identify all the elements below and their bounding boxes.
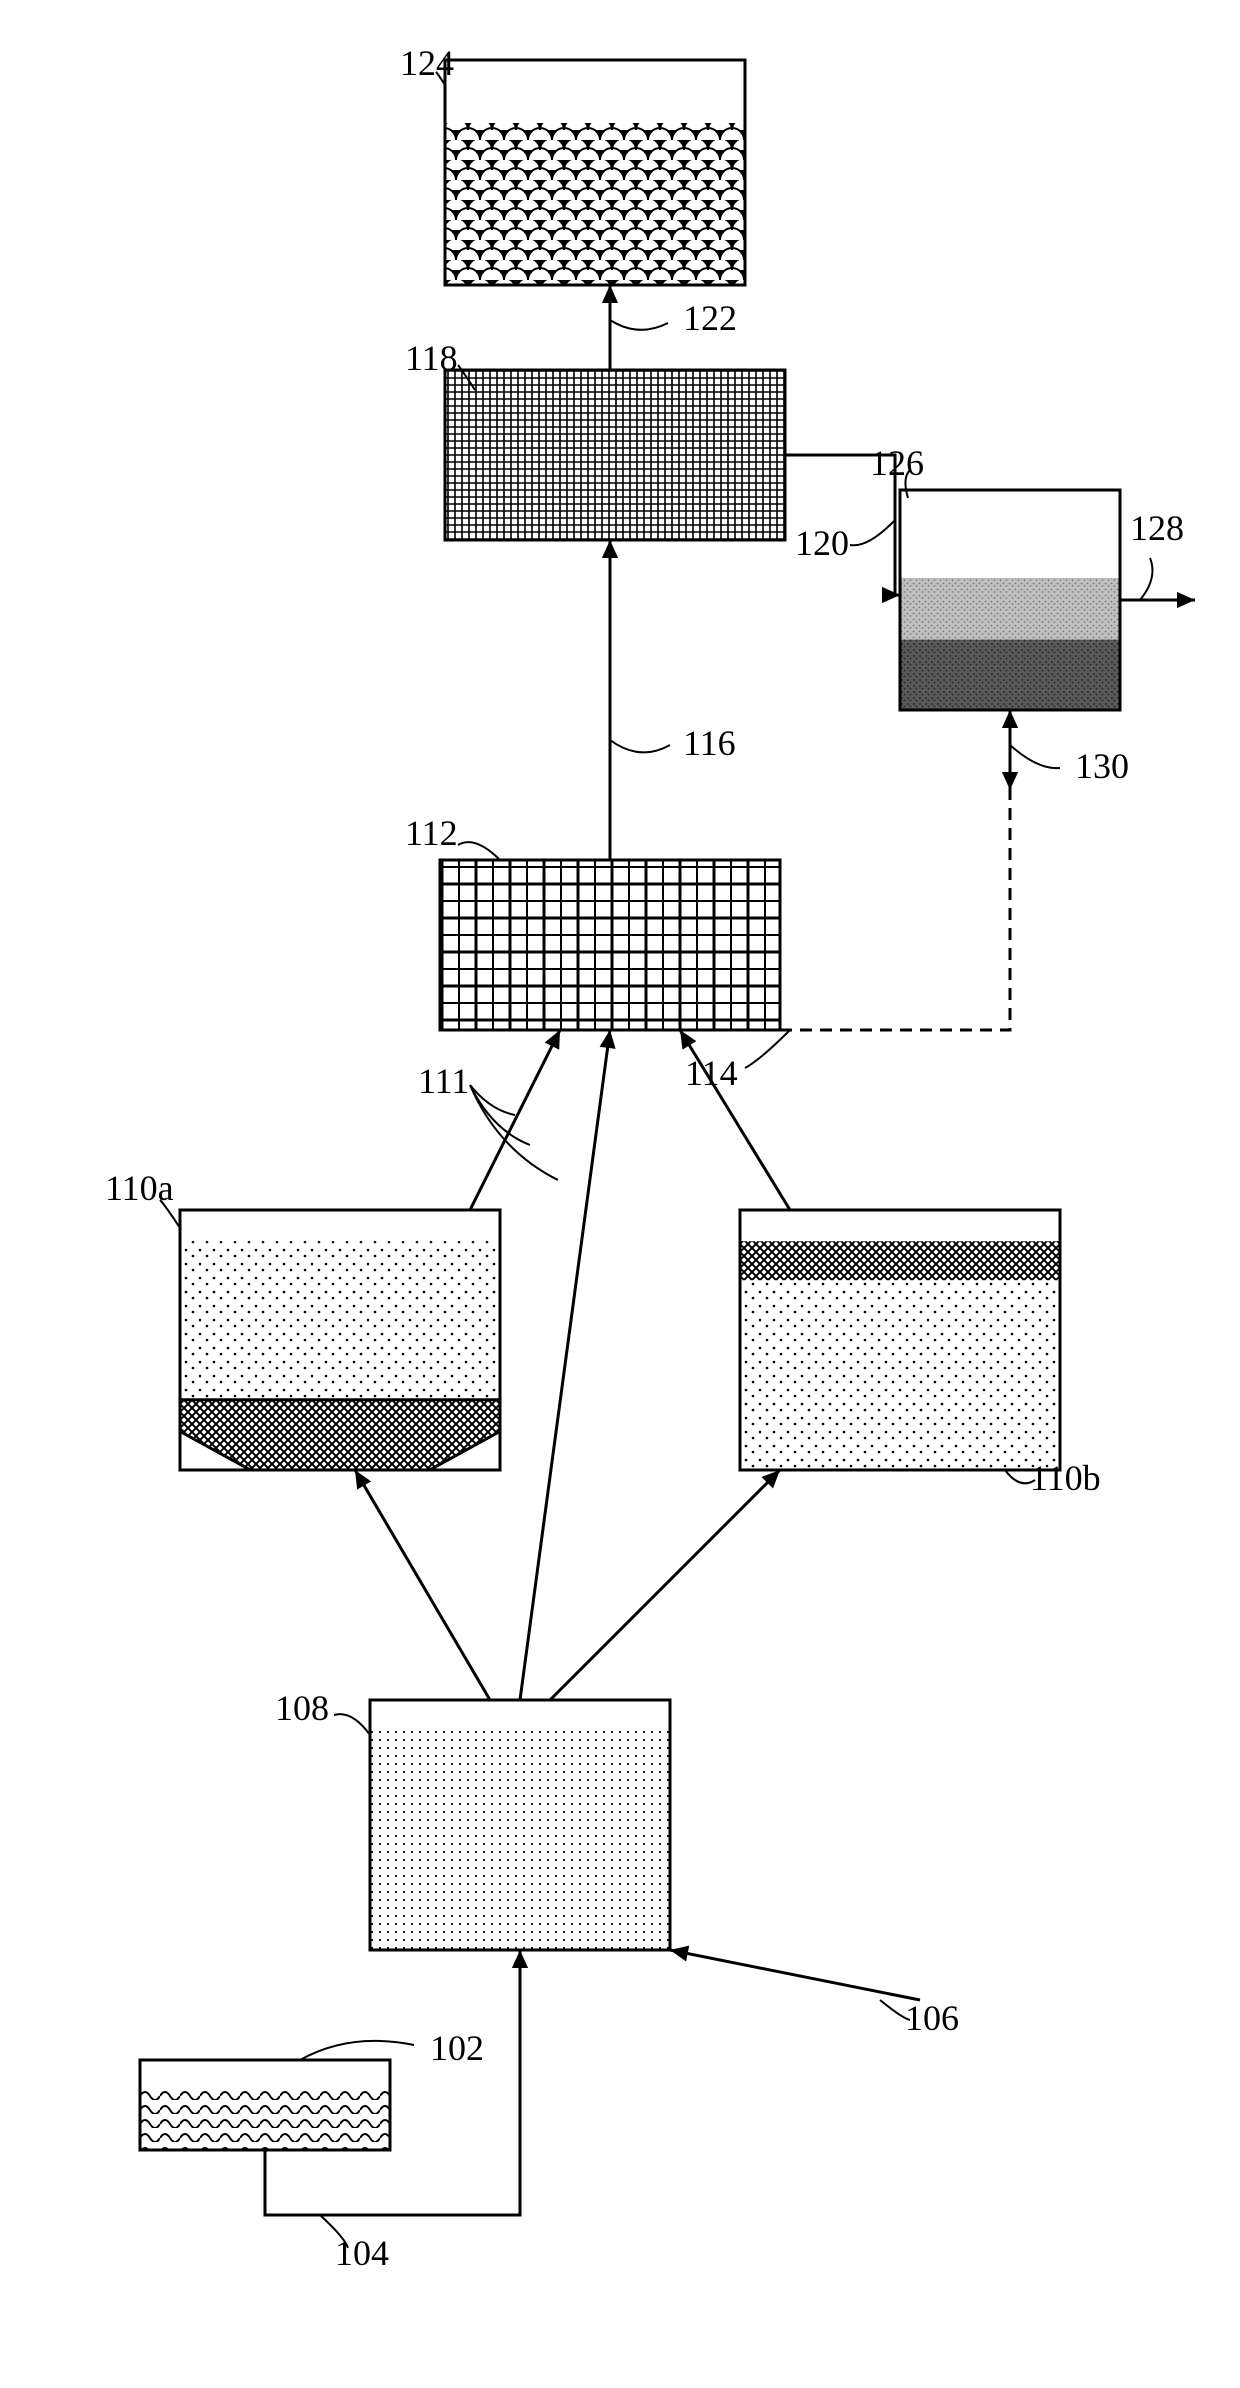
ref-label: 124 [400, 43, 454, 83]
arrow-a108-112 [520, 1030, 610, 1700]
box-b108 [370, 1700, 670, 1950]
box-b110b [740, 1210, 1060, 1470]
ref-label: 118 [405, 338, 458, 378]
ref-label: 130 [1075, 746, 1129, 786]
ref-label: 112 [405, 813, 458, 853]
box-b126 [900, 490, 1120, 710]
arrow-a110a-112 [470, 1030, 560, 1210]
arrow-a108-110b [550, 1470, 780, 1700]
box-b110a [180, 1210, 500, 1470]
arrow-104 [265, 1950, 520, 2215]
ref-label: 104 [335, 2233, 389, 2273]
ref-label: 110a [105, 1168, 174, 1208]
ref-label: 110b [1030, 1458, 1101, 1498]
ref-label: 108 [275, 1688, 329, 1728]
ref-label: 111 [418, 1061, 469, 1101]
box-b124 [445, 60, 745, 285]
box-b102 [140, 2060, 390, 2150]
ref-label: 128 [1130, 508, 1184, 548]
ref-label: 126 [870, 443, 924, 483]
ref-label: 106 [905, 1998, 959, 2038]
arrow-a108-110a [355, 1470, 490, 1700]
arrow-106 [670, 1950, 920, 2000]
ref-label: 122 [683, 298, 737, 338]
ref-label: 116 [683, 723, 736, 763]
ref-label: 102 [430, 2028, 484, 2068]
box-b112 [440, 860, 780, 1030]
ref-label: 114 [685, 1053, 738, 1093]
ref-label: 120 [795, 523, 849, 563]
box-b118 [445, 370, 785, 540]
